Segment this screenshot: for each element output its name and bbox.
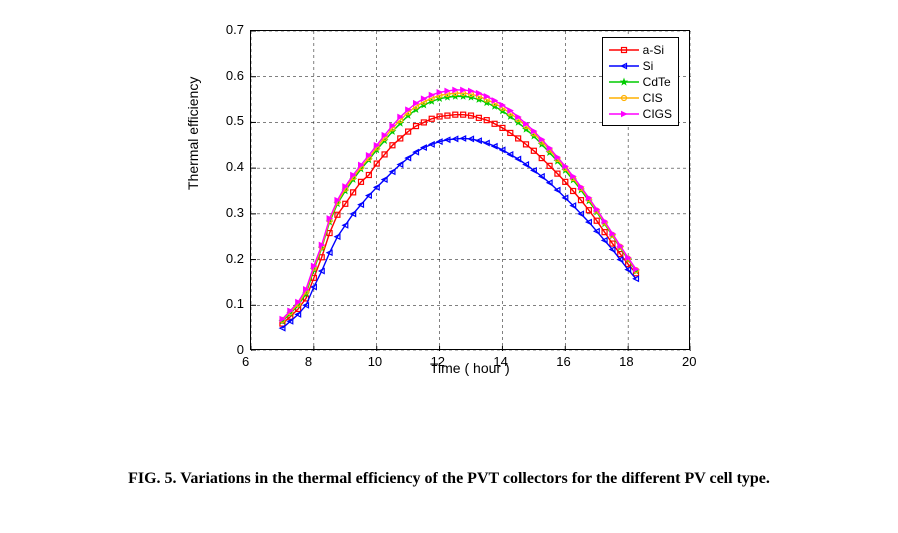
legend-swatch xyxy=(609,92,639,104)
figure-caption: FIG. 5. Variations in the thermal effici… xyxy=(0,470,898,488)
legend-label: CdTe xyxy=(643,74,671,90)
series-CIS xyxy=(280,91,639,323)
legend-label: CIGS xyxy=(643,106,672,122)
x-tick-label: 16 xyxy=(556,354,570,369)
y-tick-label: 0.2 xyxy=(214,251,244,266)
y-tick-label: 0.6 xyxy=(214,68,244,83)
y-axis-label: Thermal efficiency xyxy=(185,77,201,190)
x-tick-label: 10 xyxy=(368,354,382,369)
series-a-Si xyxy=(280,112,639,326)
y-tick-label: 0.5 xyxy=(214,113,244,128)
plot-area: a-SiSiCdTeCISCIGS xyxy=(250,30,690,350)
y-tick-label: 0.1 xyxy=(214,296,244,311)
y-tick-label: 0.4 xyxy=(214,159,244,174)
series-Si xyxy=(280,136,639,331)
legend-entry-Si: Si xyxy=(609,58,672,74)
legend-entry-a-Si: a-Si xyxy=(609,42,672,58)
y-tick-label: 0.3 xyxy=(214,205,244,220)
legend-swatch xyxy=(609,108,639,120)
legend-entry-CIS: CIS xyxy=(609,90,672,106)
x-tick-label: 12 xyxy=(431,354,445,369)
y-tick-label: 0.7 xyxy=(214,22,244,37)
legend-swatch xyxy=(609,60,639,72)
x-tick-label: 8 xyxy=(305,354,312,369)
x-tick-label: 18 xyxy=(619,354,633,369)
figure-container: a-SiSiCdTeCISCIGS Thermal efficiency Tim… xyxy=(170,10,730,410)
legend-label: a-Si xyxy=(643,42,664,58)
legend: a-SiSiCdTeCISCIGS xyxy=(602,37,679,126)
legend-entry-CIGS: CIGS xyxy=(609,106,672,122)
legend-label: Si xyxy=(643,58,654,74)
legend-swatch xyxy=(609,76,639,88)
legend-swatch xyxy=(609,44,639,56)
legend-label: CIS xyxy=(643,90,663,106)
x-tick-label: 20 xyxy=(682,354,696,369)
x-tick-label: 14 xyxy=(493,354,507,369)
y-tick-label: 0 xyxy=(214,342,244,357)
legend-entry-CdTe: CdTe xyxy=(609,74,672,90)
